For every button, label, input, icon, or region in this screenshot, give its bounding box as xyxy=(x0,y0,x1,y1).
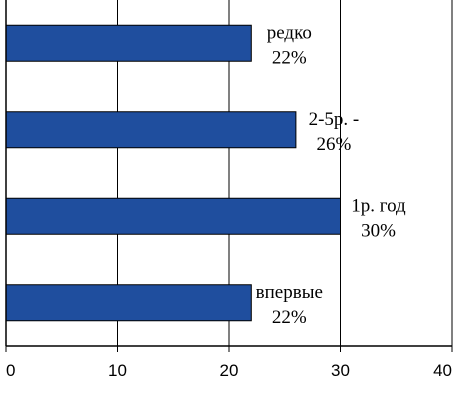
x-tick-label: 0 xyxy=(6,361,15,380)
x-tick-label: 10 xyxy=(108,361,127,380)
bar xyxy=(5,197,341,235)
data-label-category: 2-5р. - xyxy=(309,109,360,130)
bars xyxy=(5,24,341,322)
data-label-category: редко xyxy=(267,22,312,43)
x-tick-label: 20 xyxy=(220,361,239,380)
bar xyxy=(5,284,252,322)
x-tick-label: 40 xyxy=(433,361,452,380)
data-labels: редко 22% 2-5р. - 26% 1р. год 30% впервые 22% xyxy=(256,22,406,328)
bar xyxy=(5,24,252,62)
data-label-value: 26% xyxy=(316,134,351,155)
data-label-category: 1р. год xyxy=(351,195,406,216)
data-label-value: 30% xyxy=(361,220,396,241)
x-tick-label: 30 xyxy=(331,361,350,380)
x-axis: 0 10 20 30 40 xyxy=(5,0,453,380)
bar xyxy=(5,111,297,149)
data-label-category: впервые xyxy=(256,282,323,303)
data-label-value: 22% xyxy=(272,307,307,328)
data-label-value: 22% xyxy=(272,47,307,68)
